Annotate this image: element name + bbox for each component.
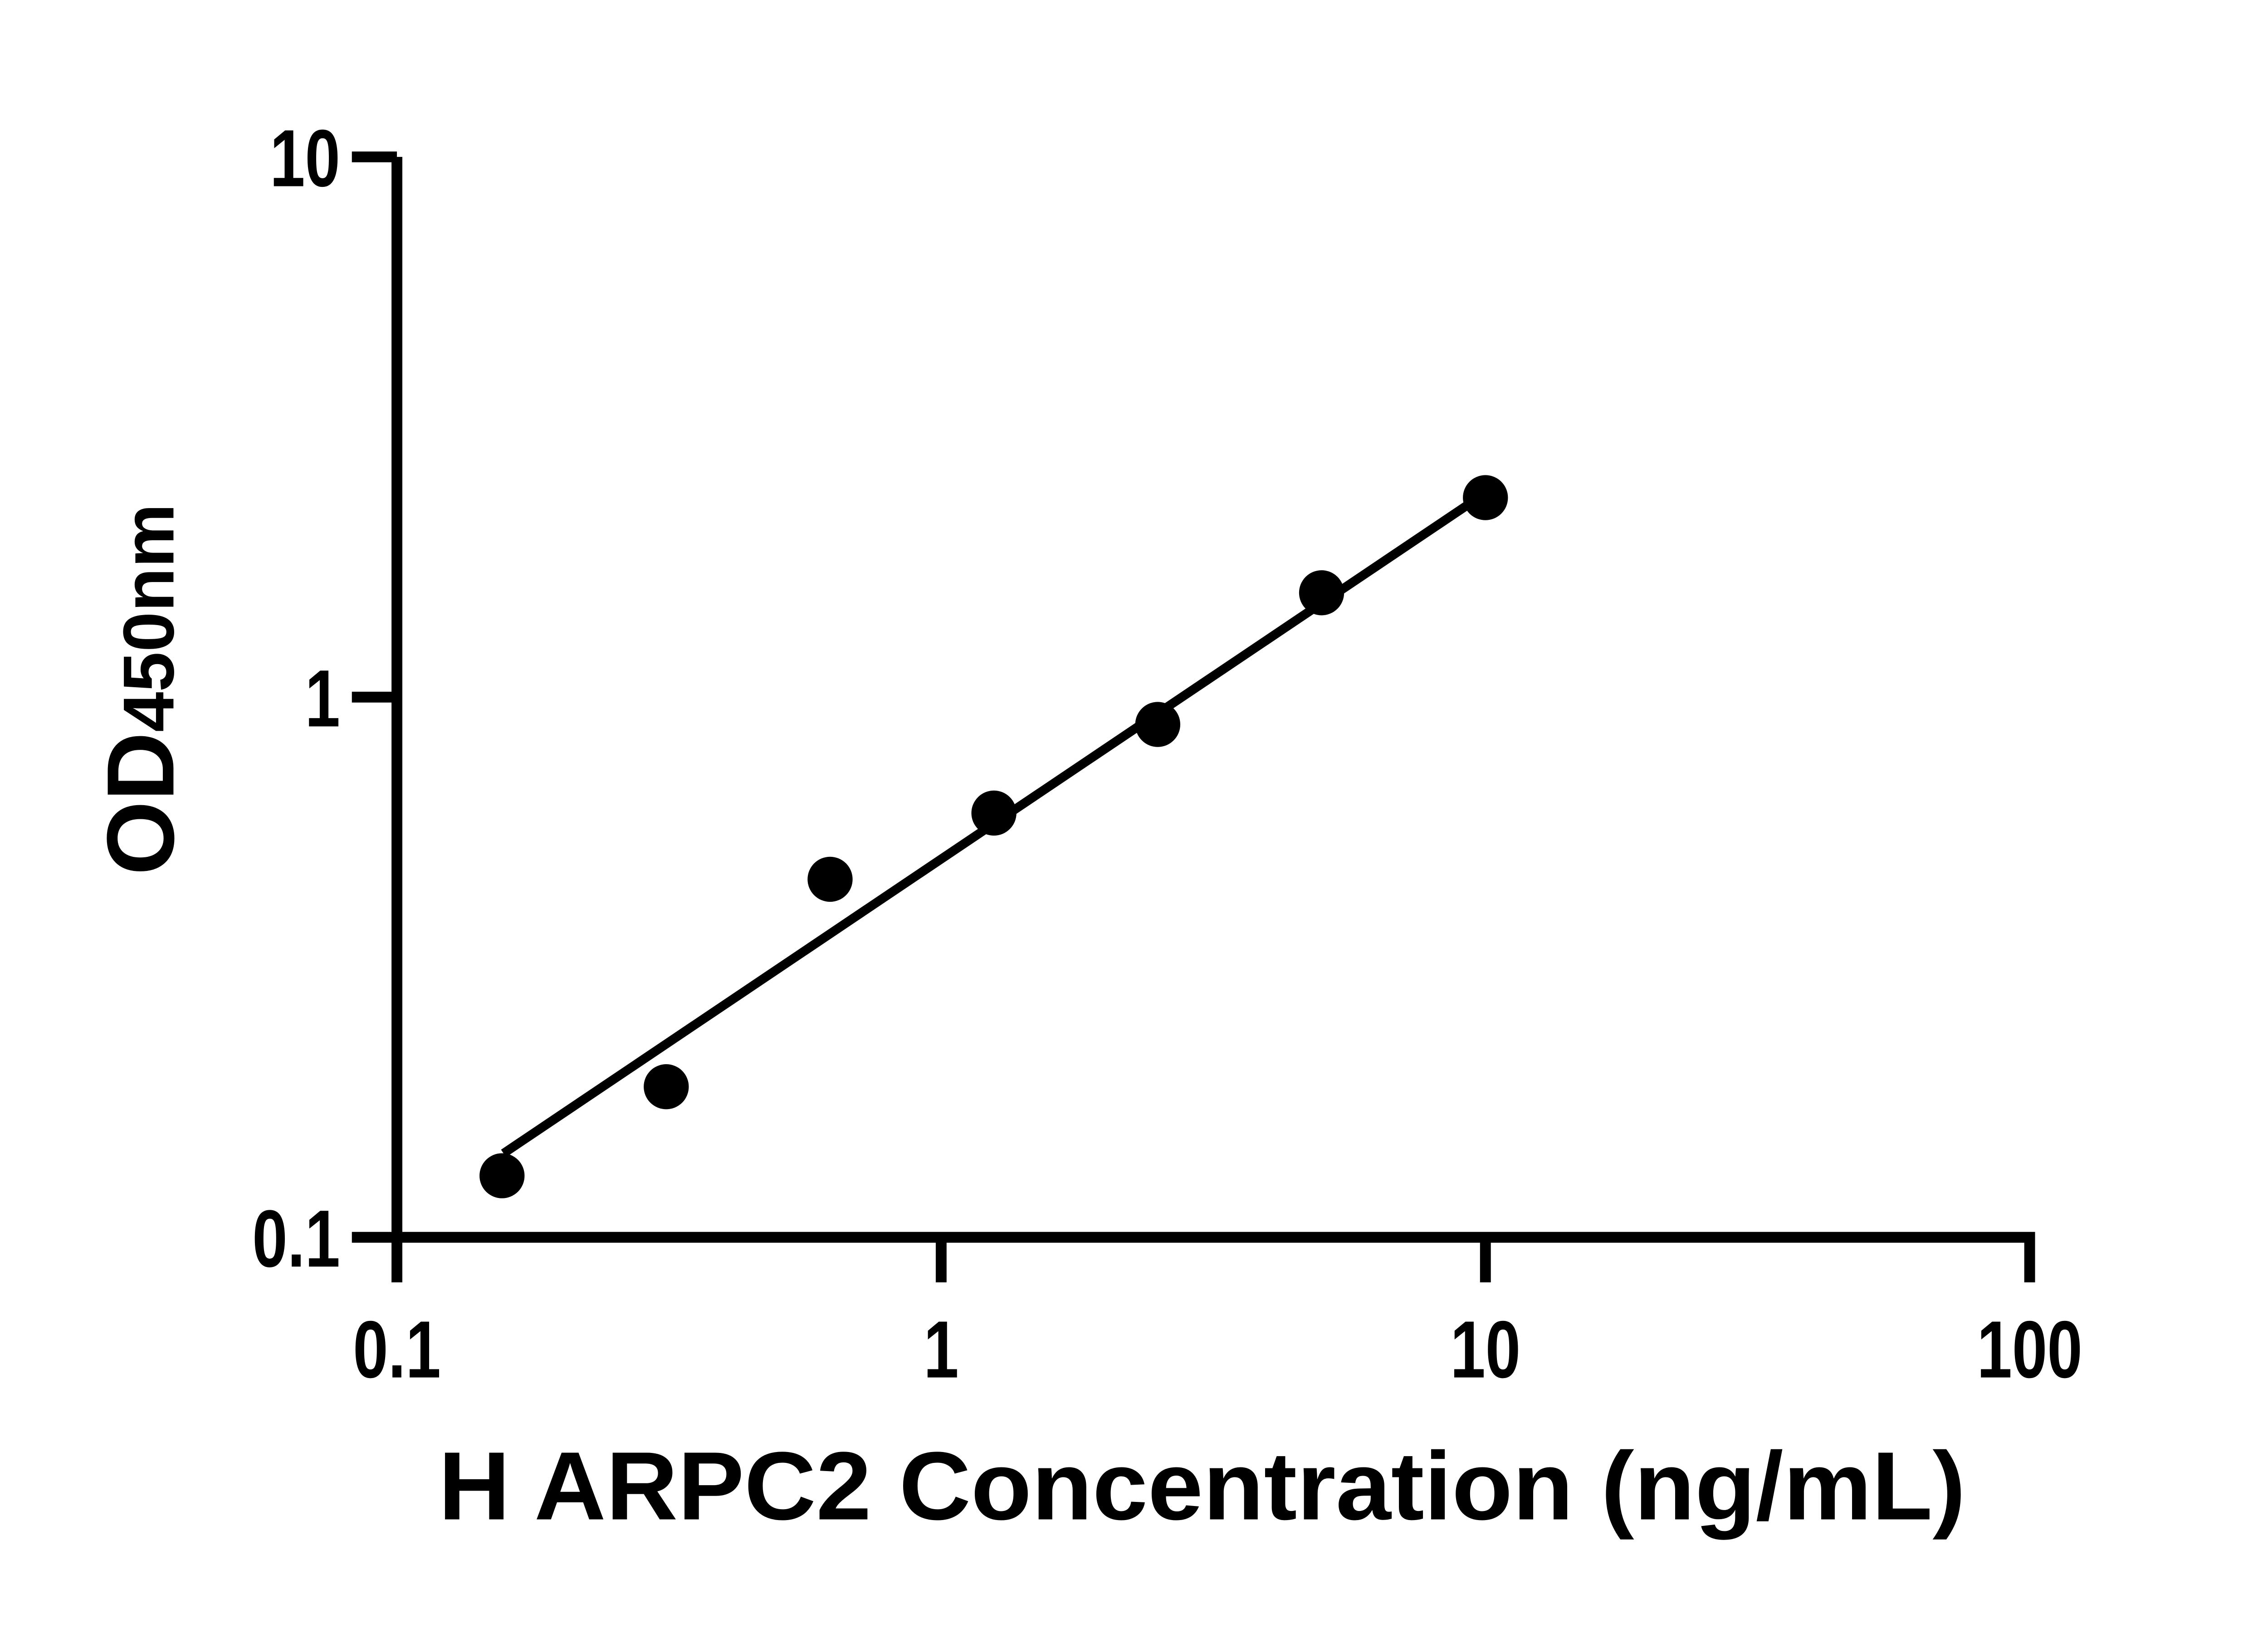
y-axis-title-main: OD [87, 732, 194, 875]
y-axis-title: OD450nm [87, 504, 194, 875]
data-point [1135, 702, 1181, 747]
data-point [479, 1153, 525, 1198]
x-tick-label: 1 [924, 1304, 958, 1395]
axes-layer [391, 156, 2035, 1243]
ticks-layer: 0.1 1 10 100 0.1 1 10 [252, 112, 2082, 1394]
y-axis-title-sub: 450nm [108, 504, 189, 732]
y-tick-label: 0.1 [252, 1193, 340, 1284]
x-axis-title: H ARPC2 Concentration (ng/mL) [438, 1432, 1965, 1540]
x-tick-label: 10 [1450, 1304, 1520, 1395]
data-point [971, 790, 1017, 836]
x-tick-label: 100 [1977, 1304, 2082, 1395]
data-point [1299, 570, 1344, 616]
y-tick-label: 10 [270, 112, 340, 203]
data-point [807, 856, 853, 902]
x-tick-label: 0.1 [353, 1304, 441, 1395]
data-point [644, 1064, 689, 1110]
y-tick-label: 1 [305, 653, 340, 743]
axes-spine [391, 156, 2035, 1243]
data-point [1463, 475, 1508, 520]
data-points-layer [479, 475, 1508, 1198]
